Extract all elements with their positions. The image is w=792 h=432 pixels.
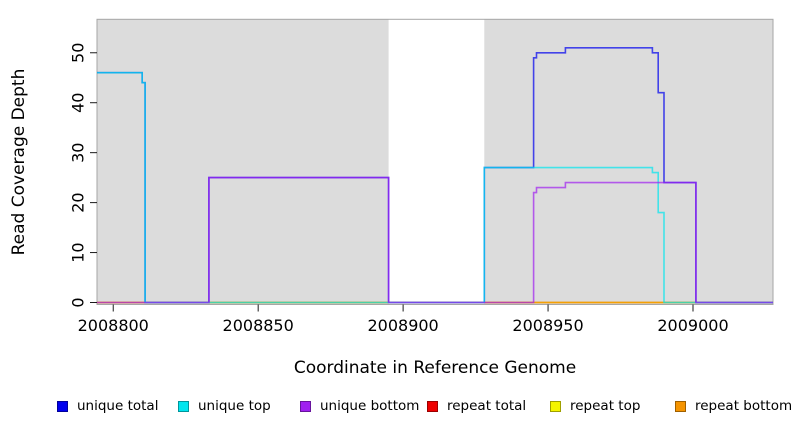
legend-label-unique-total: unique total <box>77 398 159 414</box>
coverage-depth-chart: 2008800 2008850 2008900 2008950 2009000 0 10 20… <box>9 18 774 378</box>
series-line-unique-bottom <box>97 176 773 304</box>
x-tick-label: 2009000 <box>657 316 728 335</box>
legend-item-unique-top: unique top <box>178 398 271 414</box>
legend-label-unique-bottom: unique bottom <box>320 398 420 414</box>
x-tick-label: 2008950 <box>512 316 583 335</box>
legend-item-unique-bottom: unique bottom <box>300 398 419 414</box>
legend: unique total unique top unique bottom repea… <box>0 396 792 420</box>
legend-swatch-unique-bottom <box>300 400 311 412</box>
y-tick-label: 20 <box>69 192 88 212</box>
y-tick-label: 40 <box>69 93 88 113</box>
legend-label-repeat-top: repeat top <box>570 398 641 414</box>
legend-label-repeat-bottom: repeat bottom <box>695 398 792 414</box>
y-tick-label: 50 <box>69 43 88 63</box>
series-line-unique-top <box>97 71 773 304</box>
x-tick-label: 2008800 <box>78 316 149 335</box>
x-tick-label: 2008850 <box>223 316 294 335</box>
y-tick-label: 0 <box>69 297 88 307</box>
highlight-band <box>388 19 485 305</box>
x-tick-label: 2008900 <box>367 316 438 335</box>
legend-swatch-repeat-top <box>550 400 561 412</box>
legend-swatch-repeat-total <box>427 400 438 412</box>
legend-label-unique-top: unique top <box>198 398 271 414</box>
legend-item-unique-total: unique total <box>57 398 158 414</box>
legend-swatch-unique-total <box>57 400 68 412</box>
x-axis-label: Coordinate in Reference Genome <box>294 358 576 378</box>
legend-item-repeat-top: repeat top <box>550 398 640 414</box>
y-axis-label: Read Coverage Depth <box>9 69 29 256</box>
legend-swatch-unique-top <box>178 400 189 412</box>
legend-item-repeat-bottom: repeat bottom <box>675 398 792 414</box>
legend-label-repeat-total: repeat total <box>447 398 527 414</box>
y-tick-label: 30 <box>69 143 88 163</box>
legend-swatch-repeat-bottom <box>675 400 686 412</box>
y-tick-label: 10 <box>69 242 88 262</box>
legend-item-repeat-total: repeat total <box>427 398 526 414</box>
plot-border <box>96 18 774 306</box>
